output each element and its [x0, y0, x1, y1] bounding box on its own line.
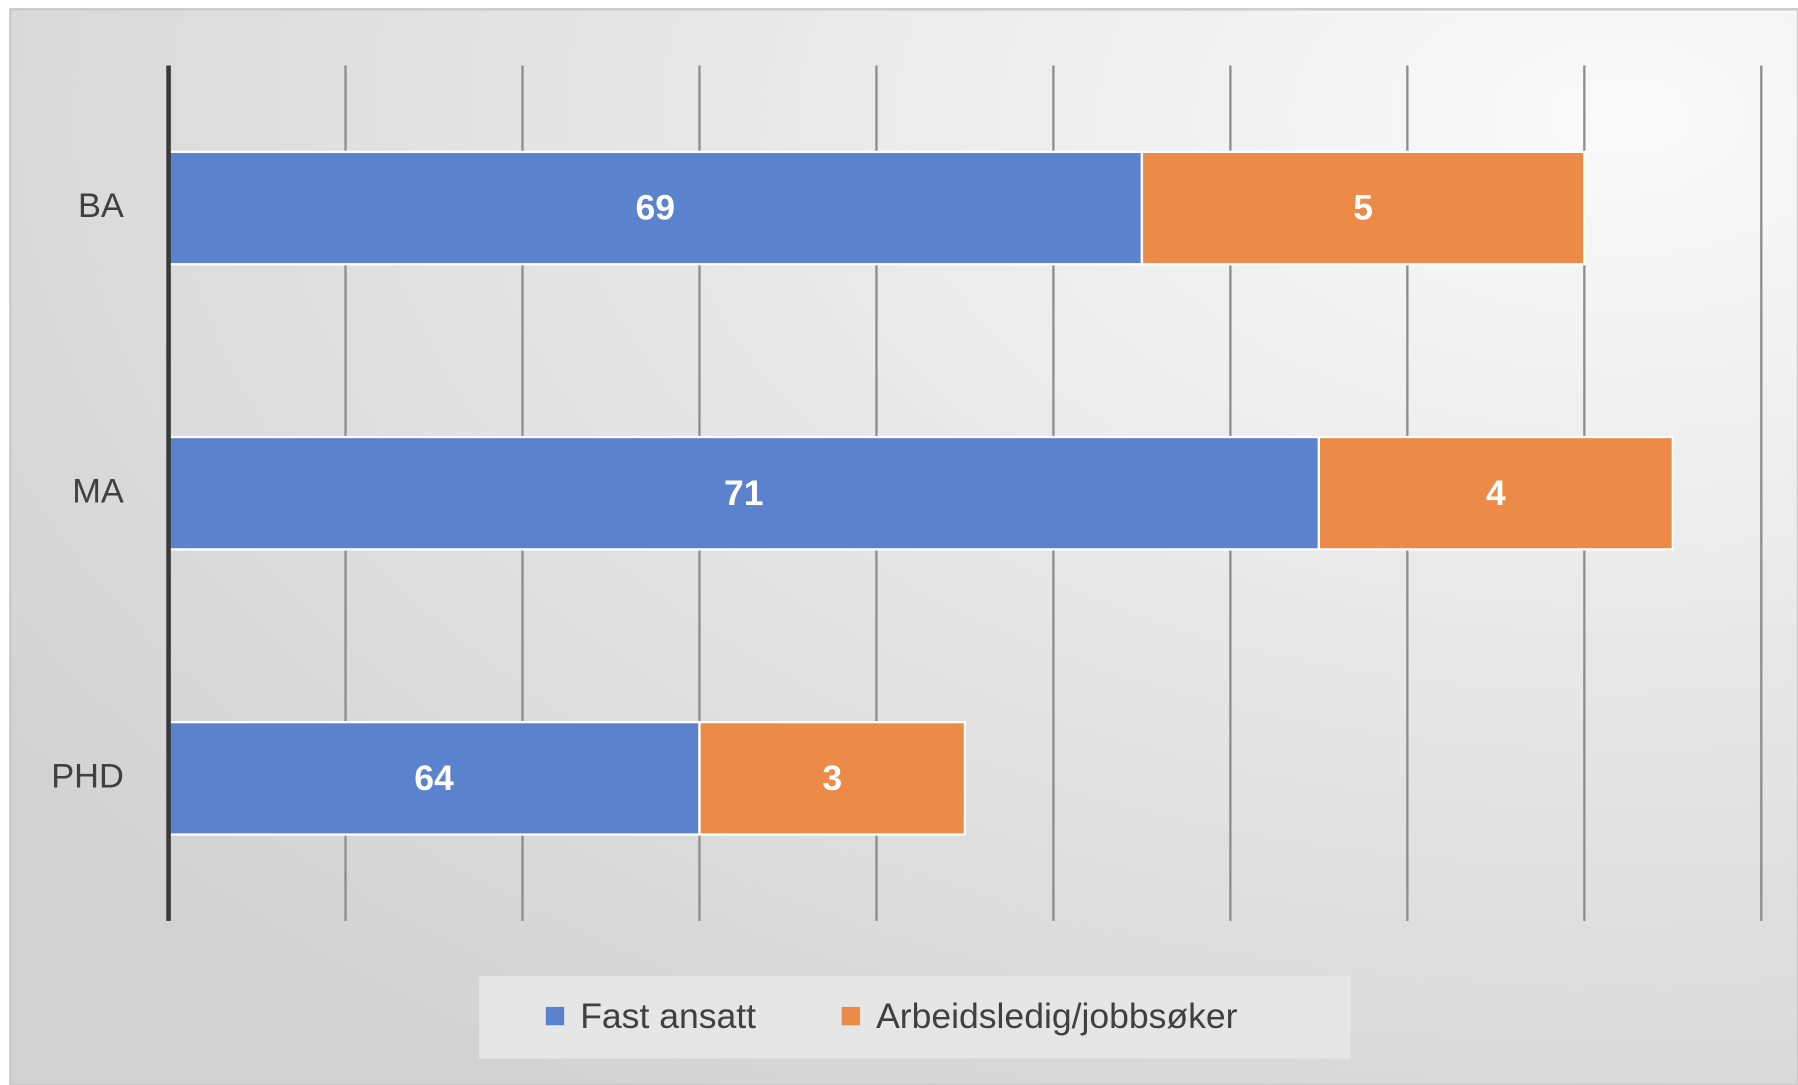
bar-segment [698, 721, 967, 836]
bar-segment [1140, 150, 1586, 266]
legend-swatch [545, 1006, 565, 1026]
bar-segment [167, 150, 1144, 266]
y-tick-label: MA [72, 472, 124, 510]
data-label: 69 [635, 188, 675, 228]
y-tick-label: BA [78, 187, 124, 225]
data-label: 71 [724, 473, 764, 513]
legend-swatch [841, 1006, 861, 1026]
legend-label: Arbeidsledig/jobbsøker [876, 996, 1238, 1036]
data-label: 4 [1486, 473, 1506, 513]
y-tick-label: PHD [51, 757, 124, 795]
legend [479, 975, 1351, 1059]
data-label: 64 [414, 758, 454, 798]
data-label: 3 [822, 758, 842, 798]
data-label: 5 [1353, 188, 1373, 228]
legend-label: Fast ansatt [580, 996, 756, 1036]
bar-segment [1317, 435, 1674, 551]
